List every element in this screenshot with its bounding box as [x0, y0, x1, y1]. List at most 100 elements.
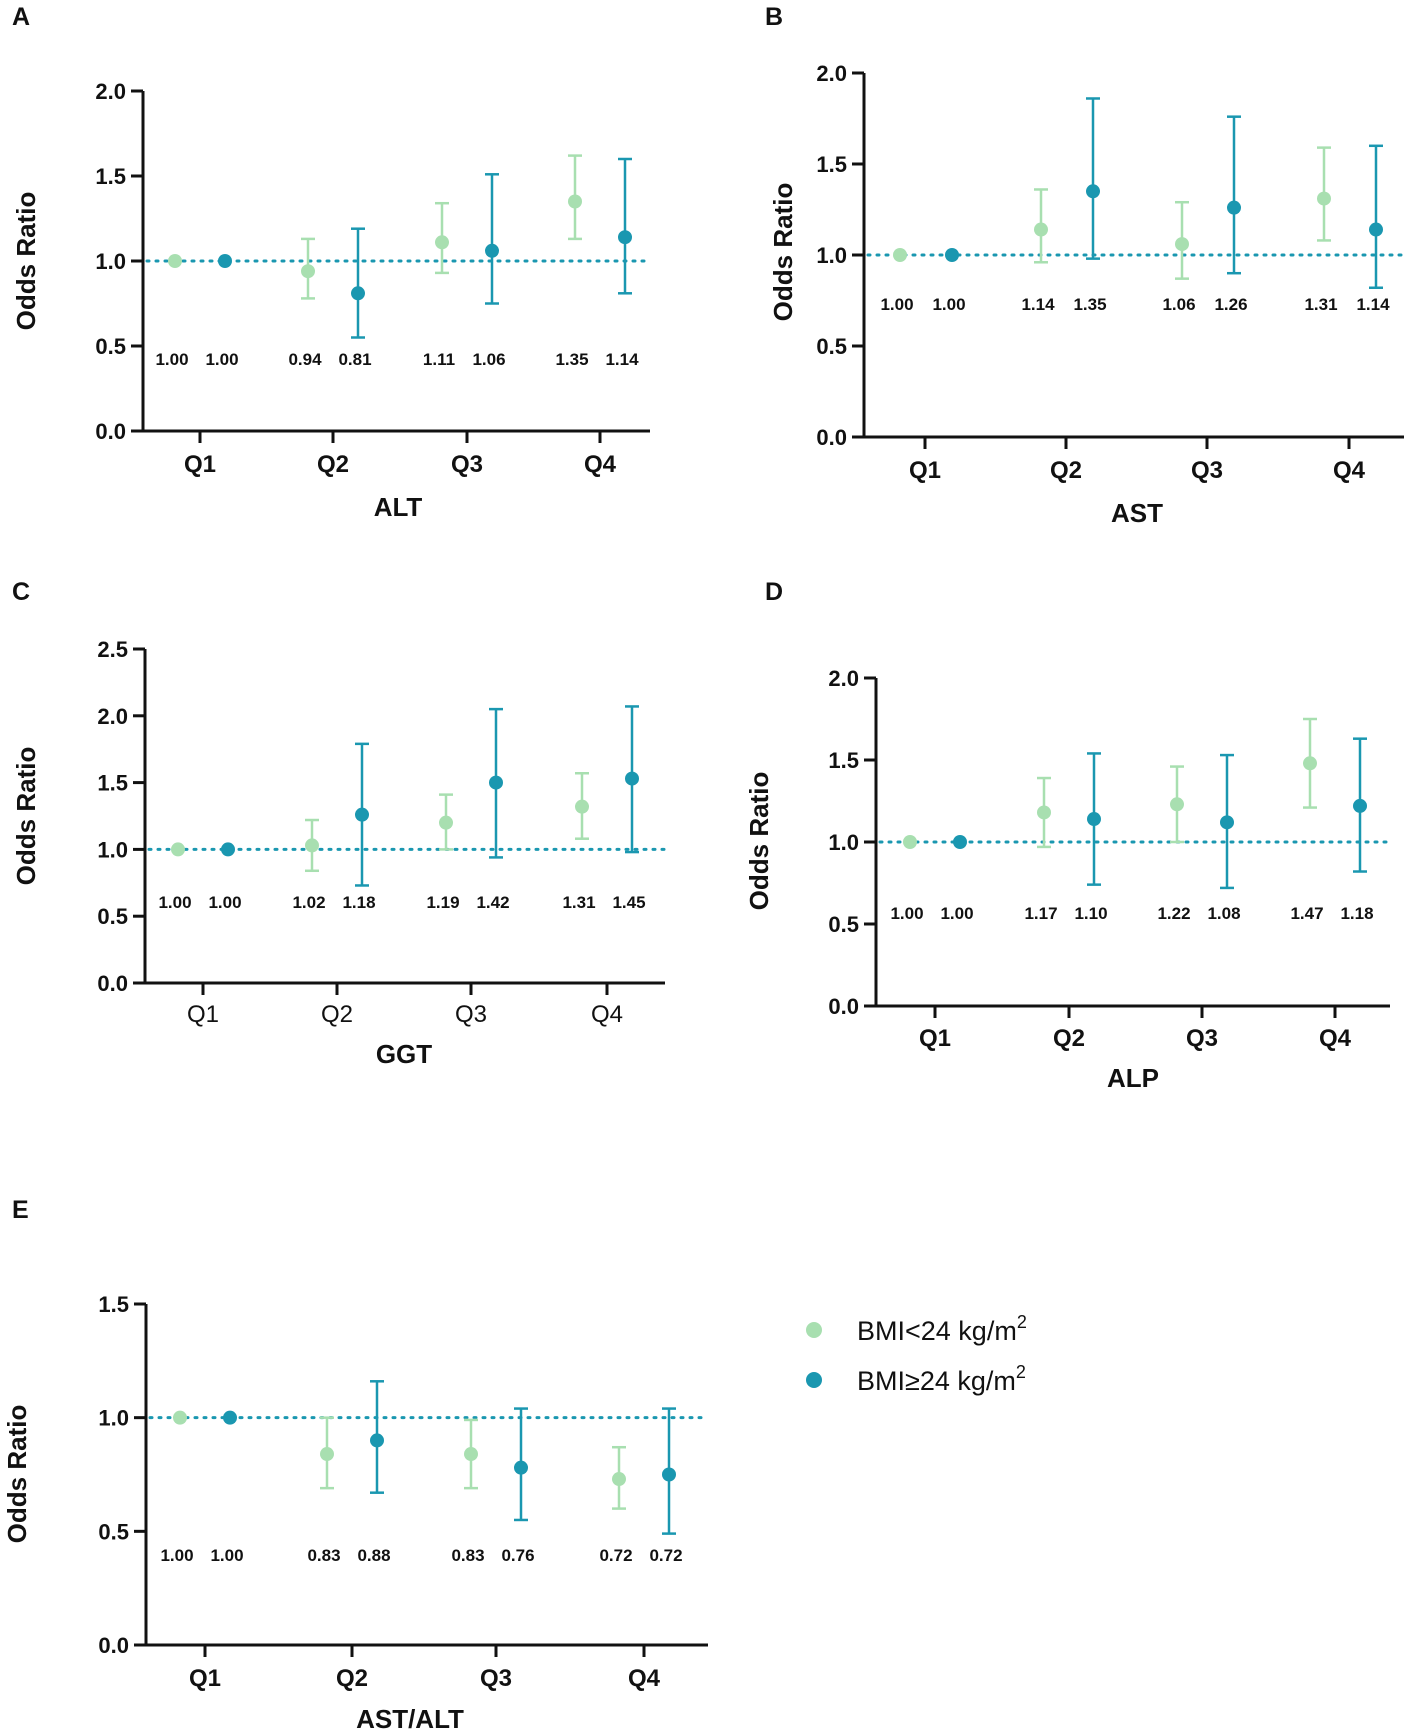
x-category-label-c: Q4 — [591, 1001, 623, 1028]
panel-b: B 0.0 0.5 1.0 1.5 2.0 Q1 Q2 Q3 Q4 AST Odds Ratio 1.0… — [765, 3, 1406, 528]
legend-label-low-bmi: BMI<24 kg/m2 — [857, 1312, 1027, 1346]
x-axis-title-d: ALP — [1107, 1063, 1159, 1093]
x-category-label-a: Q3 — [451, 451, 483, 478]
data-point-low-bmi-b — [1317, 191, 1331, 206]
data-point-high-bmi-a — [218, 254, 232, 268]
data-label-high-bmi-a: 0.81 — [338, 350, 371, 369]
y-tick-label-b: 1.0 — [816, 243, 847, 268]
panel-a: A 0.0 0.5 1.0 1.5 2.0 Q1 Q2 Q3 Q4 ALT Odds Ratio 1.0… — [11, 3, 652, 522]
x-category-label-e: Q3 — [480, 1665, 512, 1692]
y-tick-label-a: 2.0 — [95, 79, 126, 104]
data-label-low-bmi-c: 1.02 — [292, 893, 325, 912]
panel-letter-e: E — [12, 1196, 29, 1224]
panel-c: C 0.0 0.5 1.0 1.5 2.0 2.5 Q1 Q2 Q3 Q4 GGT Odds Ratio… — [11, 578, 667, 1069]
data-label-low-bmi-a: 0.94 — [288, 350, 322, 369]
data-label-low-bmi-a: 1.11 — [423, 350, 455, 369]
panel-d: D 0.0 0.5 1.0 1.5 2.0 Q1 Q2 Q3 Q4 ALP Odds Ratio 1.0… — [744, 578, 1392, 1093]
data-point-high-bmi-d — [1353, 798, 1367, 813]
data-label-high-bmi-b: 1.14 — [1356, 295, 1390, 314]
data-label-low-bmi-c: 1.19 — [426, 893, 459, 912]
data-label-high-bmi-a: 1.14 — [605, 350, 639, 369]
y-tick-label-a: 1.5 — [95, 164, 126, 189]
y-tick-label-e: 1.5 — [98, 1292, 129, 1317]
data-point-low-bmi-c — [439, 815, 453, 830]
data-label-low-bmi-b: 1.31 — [1304, 295, 1337, 314]
data-point-high-bmi-a — [351, 286, 365, 301]
data-label-low-bmi-d: 1.22 — [1157, 904, 1190, 923]
y-tick-label-c: 2.5 — [97, 637, 128, 662]
data-point-high-bmi-e — [662, 1467, 676, 1482]
data-point-high-bmi-c — [489, 775, 503, 790]
data-label-high-bmi-d: 1.08 — [1207, 904, 1240, 923]
data-label-high-bmi-e: 0.88 — [357, 1546, 390, 1565]
panel-e: E 0.0 0.5 1.0 1.5 Q1 Q2 Q3 Q4 AST/ALT Odds Ratio 1.… — [2, 1196, 710, 1733]
x-category-label-a: Q4 — [584, 451, 617, 478]
data-label-high-bmi-d: 1.00 — [940, 904, 973, 923]
x-category-label-e: Q1 — [189, 1665, 221, 1692]
data-label-high-bmi-a: 1.00 — [205, 350, 238, 369]
data-label-low-bmi-a: 1.00 — [155, 350, 188, 369]
data-label-high-bmi-e: 1.00 — [210, 1546, 243, 1565]
data-label-low-bmi-b: 1.00 — [880, 295, 913, 314]
y-tick-label-c: 2.0 — [97, 704, 128, 729]
data-label-high-bmi-c: 1.42 — [476, 893, 509, 912]
data-point-low-bmi-c — [171, 842, 185, 857]
y-tick-label-d: 0.0 — [828, 994, 859, 1019]
x-axis-title-a: ALT — [374, 492, 423, 522]
y-tick-label-c: 1.0 — [97, 837, 128, 862]
y-tick-label-c: 0.5 — [97, 904, 128, 929]
data-point-high-bmi-b — [1369, 222, 1383, 237]
data-label-low-bmi-e: 0.83 — [451, 1546, 484, 1565]
x-category-label-c: Q1 — [187, 1001, 219, 1028]
x-category-label-b: Q3 — [1191, 457, 1223, 484]
data-point-low-bmi-b — [893, 248, 907, 262]
data-point-low-bmi-d — [1303, 756, 1317, 771]
data-point-high-bmi-a — [618, 230, 632, 245]
data-point-high-bmi-c — [221, 842, 235, 857]
y-tick-label-e: 0.5 — [98, 1519, 129, 1544]
panel-letter-c: C — [12, 578, 30, 606]
data-label-high-bmi-e: 0.72 — [649, 1546, 682, 1565]
data-label-high-bmi-b: 1.35 — [1073, 295, 1106, 314]
data-point-low-bmi-c — [305, 838, 319, 853]
x-category-label-b: Q1 — [909, 457, 941, 484]
data-label-high-bmi-d: 1.10 — [1074, 904, 1107, 923]
y-tick-label-b: 0.0 — [816, 425, 847, 450]
data-label-low-bmi-e: 1.00 — [160, 1546, 193, 1565]
data-label-high-bmi-c: 1.00 — [208, 893, 241, 912]
y-axis-title-d: Odds Ratio — [744, 772, 774, 911]
x-axis-title-e: AST/ALT — [356, 1704, 464, 1733]
data-label-high-bmi-a: 1.06 — [472, 350, 505, 369]
y-tick-label-b: 0.5 — [816, 334, 847, 359]
data-point-low-bmi-e — [320, 1447, 334, 1462]
data-point-low-bmi-d — [1037, 805, 1051, 820]
x-category-label-d: Q3 — [1186, 1025, 1218, 1052]
data-point-high-bmi-d — [953, 835, 967, 849]
data-point-high-bmi-d — [1087, 812, 1101, 827]
data-label-high-bmi-c: 1.18 — [342, 893, 375, 912]
data-point-high-bmi-e — [370, 1433, 384, 1448]
data-label-low-bmi-d: 1.17 — [1024, 904, 1057, 923]
data-point-low-bmi-d — [1170, 797, 1184, 812]
data-point-low-bmi-a — [301, 264, 315, 279]
data-label-high-bmi-b: 1.26 — [1214, 295, 1247, 314]
data-point-high-bmi-c — [625, 771, 639, 786]
data-label-low-bmi-d: 1.00 — [890, 904, 923, 923]
data-point-high-bmi-e — [514, 1460, 528, 1475]
data-label-high-bmi-e: 0.76 — [501, 1546, 534, 1565]
x-category-label-a: Q1 — [184, 451, 216, 478]
y-tick-label-e: 0.0 — [98, 1633, 129, 1658]
y-axis-title-c: Odds Ratio — [11, 747, 41, 886]
data-label-low-bmi-d: 1.47 — [1290, 904, 1323, 923]
y-axis-title-a: Odds Ratio — [11, 192, 41, 331]
data-label-low-bmi-b: 1.06 — [1162, 295, 1195, 314]
data-point-low-bmi-a — [168, 254, 182, 268]
x-category-label-c: Q3 — [455, 1001, 487, 1028]
data-label-high-bmi-c: 1.45 — [612, 893, 645, 912]
data-label-low-bmi-e: 0.83 — [307, 1546, 340, 1565]
data-label-low-bmi-c: 1.00 — [158, 893, 191, 912]
data-point-high-bmi-c — [355, 807, 369, 822]
y-tick-label-d: 1.5 — [828, 748, 859, 773]
data-point-low-bmi-e — [173, 1410, 187, 1425]
